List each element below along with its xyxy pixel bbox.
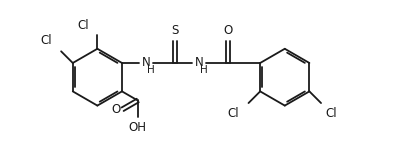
- Text: H: H: [200, 64, 207, 75]
- Text: O: O: [111, 103, 121, 116]
- Text: OH: OH: [128, 121, 146, 134]
- Text: Cl: Cl: [77, 19, 89, 32]
- Text: Cl: Cl: [40, 34, 51, 47]
- Text: N: N: [142, 56, 150, 70]
- Text: N: N: [194, 56, 203, 70]
- Text: H: H: [147, 64, 155, 75]
- Text: O: O: [223, 24, 232, 37]
- Text: S: S: [171, 24, 178, 37]
- Text: Cl: Cl: [324, 107, 336, 120]
- Text: Cl: Cl: [227, 107, 239, 120]
